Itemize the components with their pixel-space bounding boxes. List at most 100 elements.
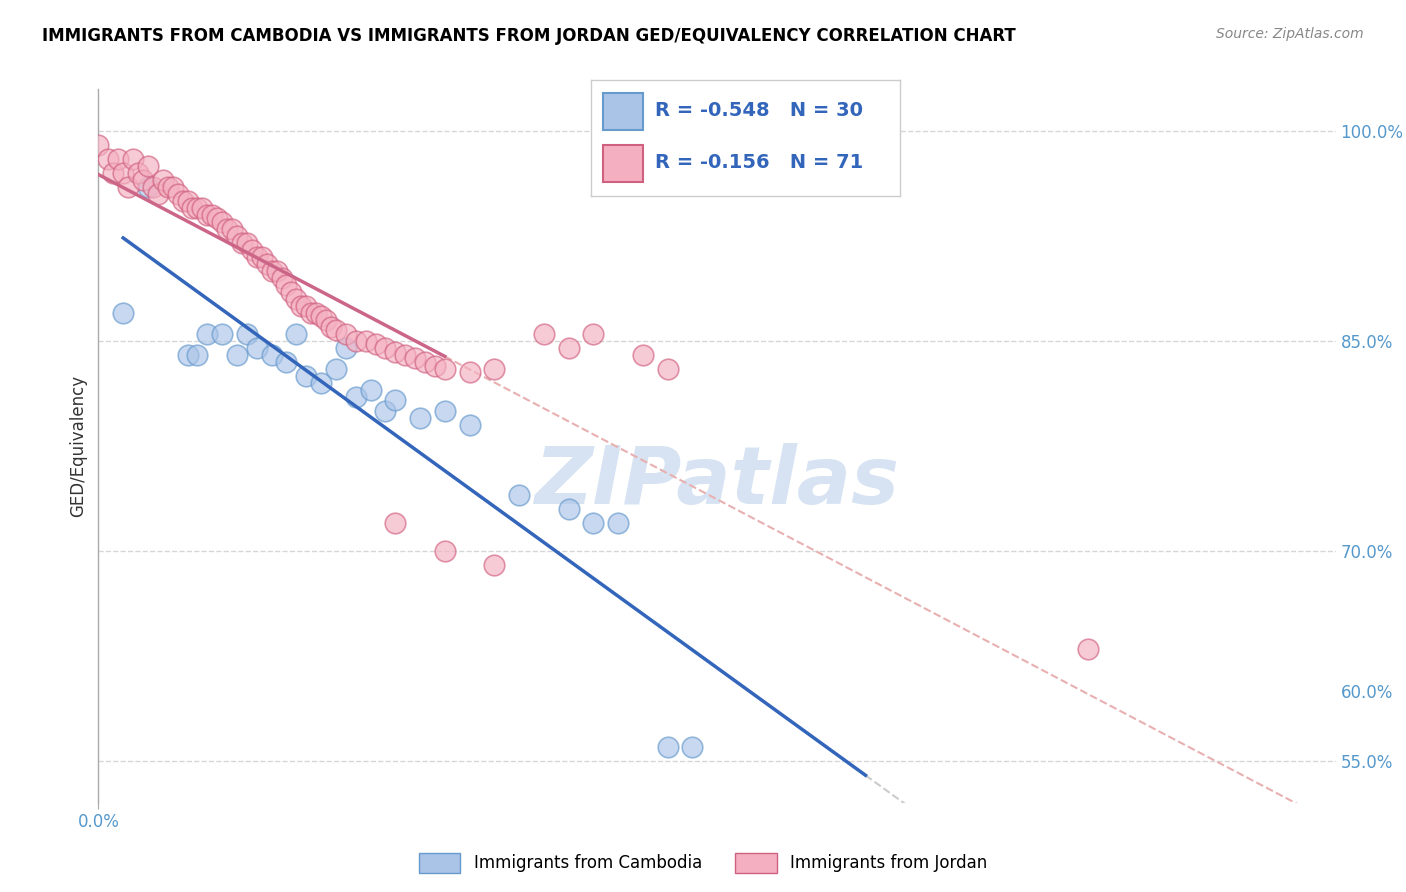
- Point: [280, 285, 302, 299]
- Point: [309, 376, 332, 390]
- Point: [226, 348, 249, 362]
- Point: [166, 187, 188, 202]
- Point: [205, 211, 228, 225]
- Point: [142, 180, 165, 194]
- Point: [136, 159, 159, 173]
- Text: ZIPatlas: ZIPatlas: [534, 442, 900, 521]
- Point: [221, 222, 243, 236]
- Point: [335, 341, 357, 355]
- Point: [315, 313, 337, 327]
- Point: [374, 404, 396, 418]
- Point: [533, 327, 555, 342]
- Point: [582, 327, 605, 342]
- Point: [195, 327, 218, 342]
- Point: [557, 502, 579, 516]
- Point: [413, 355, 436, 369]
- Point: [285, 327, 308, 342]
- Point: [181, 201, 204, 215]
- Point: [484, 362, 506, 376]
- Point: [458, 417, 481, 432]
- Point: [103, 166, 125, 180]
- Point: [112, 166, 135, 180]
- Point: [127, 166, 149, 180]
- Point: [236, 327, 259, 342]
- Point: [631, 348, 654, 362]
- Point: [260, 348, 283, 362]
- Point: [217, 222, 239, 236]
- Point: [260, 264, 283, 278]
- Point: [117, 180, 139, 194]
- Point: [657, 362, 679, 376]
- Point: [211, 327, 233, 342]
- Point: [433, 544, 456, 558]
- Point: [295, 369, 318, 384]
- Point: [299, 306, 322, 320]
- Point: [201, 208, 224, 222]
- Point: [557, 341, 579, 355]
- Point: [226, 229, 249, 244]
- Point: [582, 516, 605, 530]
- Point: [176, 348, 198, 362]
- Point: [433, 362, 456, 376]
- Point: [132, 173, 155, 187]
- Point: [285, 292, 308, 306]
- Point: [344, 390, 367, 404]
- Point: [409, 411, 432, 425]
- Point: [657, 739, 679, 754]
- Point: [354, 334, 377, 348]
- Point: [191, 201, 214, 215]
- Point: [433, 404, 456, 418]
- Point: [360, 383, 382, 397]
- Point: [404, 351, 426, 365]
- Point: [211, 215, 233, 229]
- Point: [186, 201, 208, 215]
- Point: [295, 299, 318, 313]
- Point: [681, 739, 703, 754]
- Point: [325, 323, 347, 337]
- Text: R = -0.548   N = 30: R = -0.548 N = 30: [655, 101, 863, 120]
- Point: [156, 180, 179, 194]
- Point: [458, 365, 481, 379]
- Y-axis label: GED/Equivalency: GED/Equivalency: [69, 375, 87, 517]
- Text: R = -0.156   N = 71: R = -0.156 N = 71: [655, 153, 863, 172]
- Point: [97, 152, 120, 166]
- Point: [87, 138, 110, 153]
- Point: [236, 236, 259, 251]
- Point: [146, 187, 169, 202]
- Point: [276, 355, 298, 369]
- Point: [325, 362, 347, 376]
- Point: [290, 299, 312, 313]
- Point: [250, 250, 273, 264]
- Point: [384, 345, 406, 359]
- Bar: [603, 93, 643, 130]
- Point: [256, 257, 278, 271]
- Point: [112, 306, 135, 320]
- Point: [136, 180, 159, 194]
- Legend: Immigrants from Cambodia, Immigrants from Jordan: Immigrants from Cambodia, Immigrants fro…: [412, 847, 994, 880]
- Point: [374, 341, 396, 355]
- Point: [335, 327, 357, 342]
- Point: [319, 320, 342, 334]
- Point: [508, 488, 530, 502]
- Point: [246, 341, 269, 355]
- Point: [122, 152, 145, 166]
- Point: [423, 359, 446, 374]
- Point: [607, 516, 630, 530]
- Point: [172, 194, 194, 208]
- Point: [231, 236, 253, 251]
- Point: [152, 173, 174, 187]
- Point: [162, 180, 184, 194]
- Point: [270, 271, 292, 285]
- Point: [344, 334, 367, 348]
- Point: [186, 348, 208, 362]
- Point: [195, 208, 218, 222]
- Point: [266, 264, 288, 278]
- Point: [309, 309, 332, 323]
- Point: [484, 558, 506, 572]
- Point: [1077, 641, 1099, 656]
- Point: [364, 336, 387, 351]
- Bar: [603, 145, 643, 182]
- Point: [305, 306, 328, 320]
- Point: [384, 516, 406, 530]
- Point: [384, 392, 406, 407]
